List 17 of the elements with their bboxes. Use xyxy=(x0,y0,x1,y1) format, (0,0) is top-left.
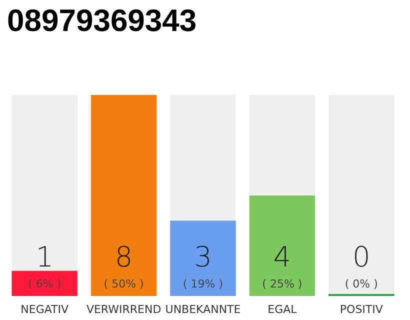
data-label: 1 xyxy=(36,240,54,274)
annotation: ( 6% ) xyxy=(28,278,62,290)
chart-title: 08979369343 xyxy=(7,3,197,38)
data-label: 8 xyxy=(114,240,133,274)
data-label: 3 xyxy=(194,240,212,274)
bar xyxy=(12,270,78,296)
x-tick-label: UNBEKANNTE xyxy=(165,303,241,316)
annotation: ( 50% ) xyxy=(104,278,144,290)
x-tick-label: POSITIV xyxy=(340,303,384,316)
data-label: 4 xyxy=(273,240,292,274)
annotation: ( 25% ) xyxy=(262,278,302,290)
x-tick-label: VERWIRREND xyxy=(86,303,162,316)
annotation: ( 0% ) xyxy=(344,278,378,290)
x-tick-label: NEGATIV xyxy=(20,303,69,316)
x-tick-label: EGAL xyxy=(268,303,298,316)
annotation: ( 19% ) xyxy=(182,278,224,290)
data-label: 0 xyxy=(352,240,370,274)
